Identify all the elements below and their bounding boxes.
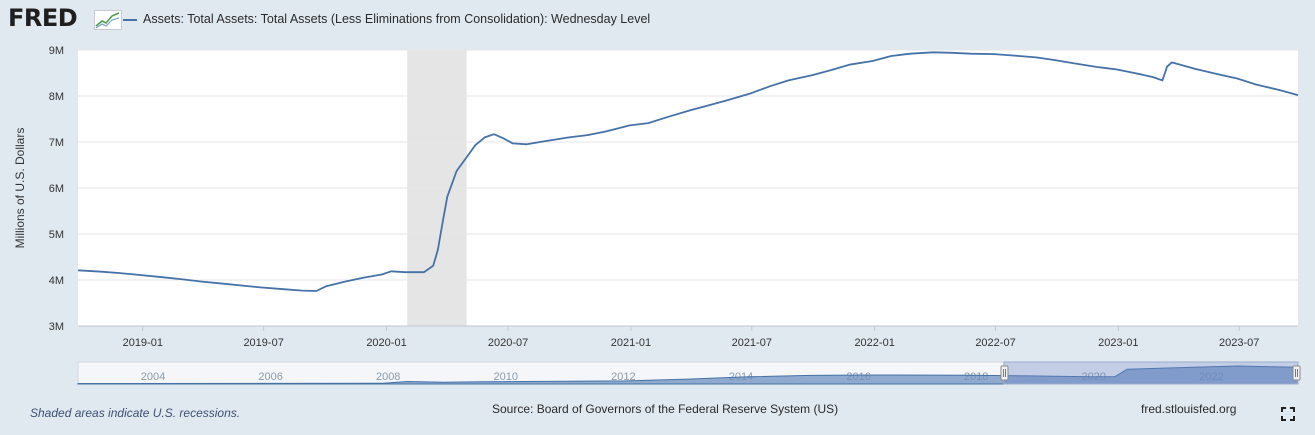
x-tick-label: 2022-01 [854, 337, 894, 349]
x-tick-label: 2021-07 [732, 337, 772, 349]
range-navigator[interactable]: 2004200620082010201220142016201820202022 [77, 361, 1301, 385]
recession-note: Shaded areas indicate U.S. recessions. [30, 406, 241, 420]
navigator-selection [1003, 361, 1299, 385]
fred-graph-icon [94, 10, 122, 30]
navigator-handle[interactable] [1000, 365, 1009, 381]
navigator-area [77, 365, 1299, 385]
fred-logo-text: FRED [8, 4, 78, 32]
navigator-year-label: 2012 [611, 371, 635, 383]
x-tick-label: 2020-01 [366, 337, 406, 349]
chart-legend[interactable]: Assets: Total Assets: Total Assets (Less… [123, 12, 650, 26]
chart: 3M 4M 5M 6M 7M 8M 9M 2019-01 2019-07 2020-01 2020… [13, 45, 1301, 385]
y-axis-title: Millions of U.S. Dollars [13, 128, 27, 249]
y-tick-label: 9M [49, 45, 64, 57]
legend-series-title: Assets: Total Assets: Total Assets (Less… [143, 12, 651, 26]
navigator-year-label: 2010 [494, 371, 518, 383]
x-tick-label: 2023-01 [1098, 337, 1138, 349]
x-tick-label: 2019-01 [123, 337, 163, 349]
fullscreen-icon[interactable] [1281, 407, 1295, 421]
legend-swatch [123, 18, 137, 21]
y-tick-label: 5M [49, 229, 64, 241]
y-tick-label: 3M [49, 321, 64, 333]
x-tick-label: 2023-07 [1219, 337, 1259, 349]
y-tick-label: 8M [49, 91, 64, 103]
navigator-year-label: 2008 [376, 371, 400, 383]
y-tick-label: 7M [49, 137, 64, 149]
x-tick-label: 2022-07 [975, 337, 1015, 349]
x-tick-label: 2021-01 [611, 337, 651, 349]
navigator-year-label: 2004 [141, 371, 165, 383]
x-tick-label: 2019-07 [243, 337, 283, 349]
series-line [77, 51, 1299, 292]
x-tick-label: 2020-07 [488, 337, 528, 349]
y-tick-label: 6M [49, 183, 64, 195]
navigator-handle[interactable] [1292, 365, 1301, 381]
y-tick-label: 4M [49, 275, 64, 287]
source-text: Source: Board of Governors of the Federa… [492, 402, 839, 416]
site-link[interactable]: fred.stlouisfed.org [1141, 402, 1237, 416]
navigator-year-label: 2006 [258, 371, 282, 383]
